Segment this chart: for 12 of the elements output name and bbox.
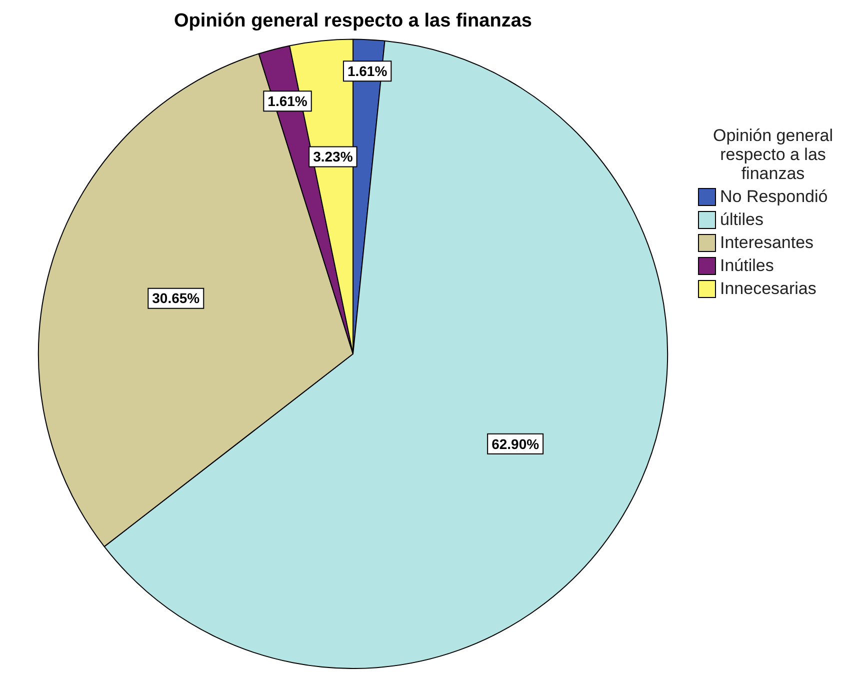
data-label: 30.65% bbox=[152, 290, 200, 306]
legend-label: últiles bbox=[720, 210, 764, 230]
legend-label: Innecesarias bbox=[720, 278, 816, 298]
data-label: 3.23% bbox=[313, 148, 354, 165]
legend-label: Interesantes bbox=[720, 232, 814, 252]
data-label: 1.61% bbox=[347, 62, 388, 79]
legend-label: No Respondió bbox=[720, 186, 828, 206]
data-label: 62.90% bbox=[492, 436, 540, 452]
data-label: 1.61% bbox=[268, 92, 308, 109]
chart-title: Opinión general respecto a las finanzas bbox=[174, 10, 532, 32]
legend-title: Opinión general respecto a las finanzas bbox=[712, 126, 834, 183]
legend-label: Inútiles bbox=[720, 256, 774, 276]
